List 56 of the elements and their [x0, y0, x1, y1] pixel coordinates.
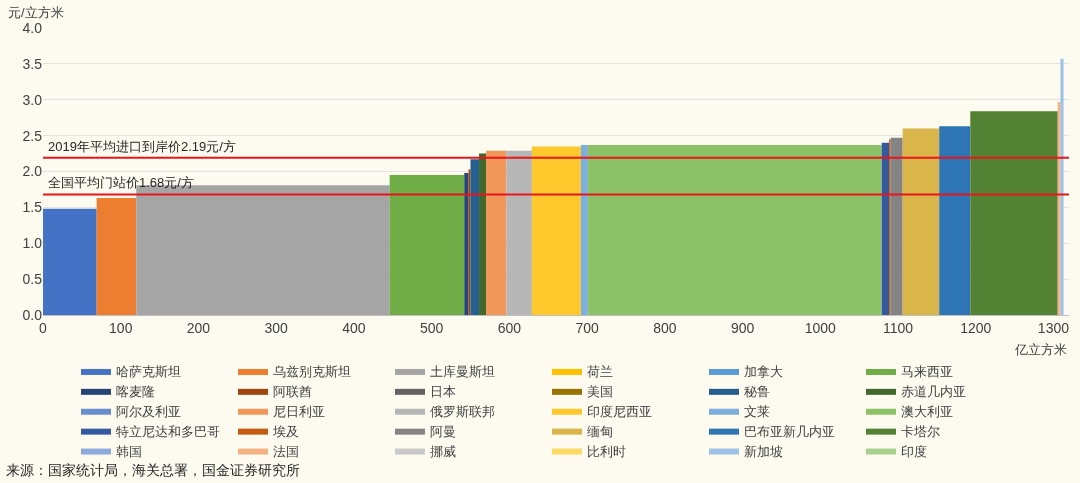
legend-label: 阿曼 — [430, 423, 456, 439]
y-tick-label: 3.0 — [22, 91, 43, 108]
legend-label: 文莱 — [744, 403, 770, 419]
legend-label: 挪威 — [430, 443, 456, 459]
legend-label: 法国 — [273, 443, 299, 459]
x-tick-label: 100 — [109, 319, 133, 336]
x-tick-label: 1100 — [882, 319, 914, 336]
y-tick-label: 4.0 — [22, 19, 43, 36]
legend-label: 巴布亚新几内亚 — [744, 423, 835, 439]
x-tick-label: 1200 — [960, 319, 992, 336]
legend-label: 卡塔尔 — [901, 423, 940, 439]
legend-label: 阿联酋 — [273, 383, 312, 399]
y-tick-label: 2.5 — [22, 127, 43, 144]
x-tick-label: 1000 — [804, 319, 837, 336]
legend-label: 韩国 — [116, 443, 142, 459]
legend-label: 缅甸 — [587, 423, 613, 439]
legend-label: 荷兰 — [587, 364, 613, 380]
legend-label: 美国 — [587, 383, 613, 399]
legend-label: 埃及 — [272, 423, 299, 439]
x-tick-label: 600 — [497, 319, 522, 336]
legend-label: 印度 — [901, 443, 927, 459]
y-tick-label: 1.5 — [22, 199, 43, 216]
ref-line-label: 全国平均门站价1.68元/方 — [48, 175, 194, 190]
x-tick-label: 500 — [419, 319, 444, 336]
x-tick-label: 1300 — [1037, 319, 1070, 336]
ref-line-label: 2019年平均进口到岸价2.19元/方 — [48, 139, 236, 154]
legend-label: 阿尔及利亚 — [116, 403, 181, 419]
legend-label: 土库曼斯坦 — [430, 364, 495, 380]
y-tick-label: 2.0 — [22, 163, 43, 180]
legend-label: 马来西亚 — [901, 364, 953, 380]
legend-label: 秘鲁 — [744, 383, 770, 399]
legend-label: 尼日利亚 — [273, 403, 325, 419]
legend-label: 哈萨克斯坦 — [116, 364, 181, 380]
legend-label: 加拿大 — [744, 364, 783, 380]
legend-label: 乌兹别克斯坦 — [273, 364, 351, 380]
x-axis-title: 亿立方米 — [1014, 342, 1067, 357]
source-note: 来源：国家统计局，海关总署，国金证券研究所 — [6, 462, 300, 478]
legend-label: 特立尼达和多巴哥 — [116, 423, 220, 439]
legend-label: 印度尼西亚 — [587, 403, 652, 419]
legend-label: 新加坡 — [744, 443, 783, 459]
x-tick-label: 400 — [342, 319, 366, 336]
y-tick-label: 0.5 — [22, 271, 43, 288]
legend-label: 喀麦隆 — [116, 383, 155, 399]
y-axis-title: 元/立方米 — [8, 5, 64, 20]
legend-label: 澳大利亚 — [901, 403, 953, 419]
legend-label: 俄罗斯联邦 — [430, 403, 495, 419]
legend-label: 比利时 — [587, 443, 626, 459]
x-tick-label: 200 — [186, 319, 211, 336]
y-tick-label: 3.5 — [22, 55, 43, 72]
x-tick-label: 900 — [730, 319, 755, 336]
legend-label: 日本 — [430, 383, 456, 399]
legend-label: 赤道几内亚 — [901, 383, 966, 399]
x-tick-label: 700 — [575, 319, 599, 336]
x-tick-label: 800 — [653, 319, 677, 336]
y-tick-label: 1.0 — [22, 235, 43, 252]
x-tick-label: 300 — [264, 319, 289, 336]
